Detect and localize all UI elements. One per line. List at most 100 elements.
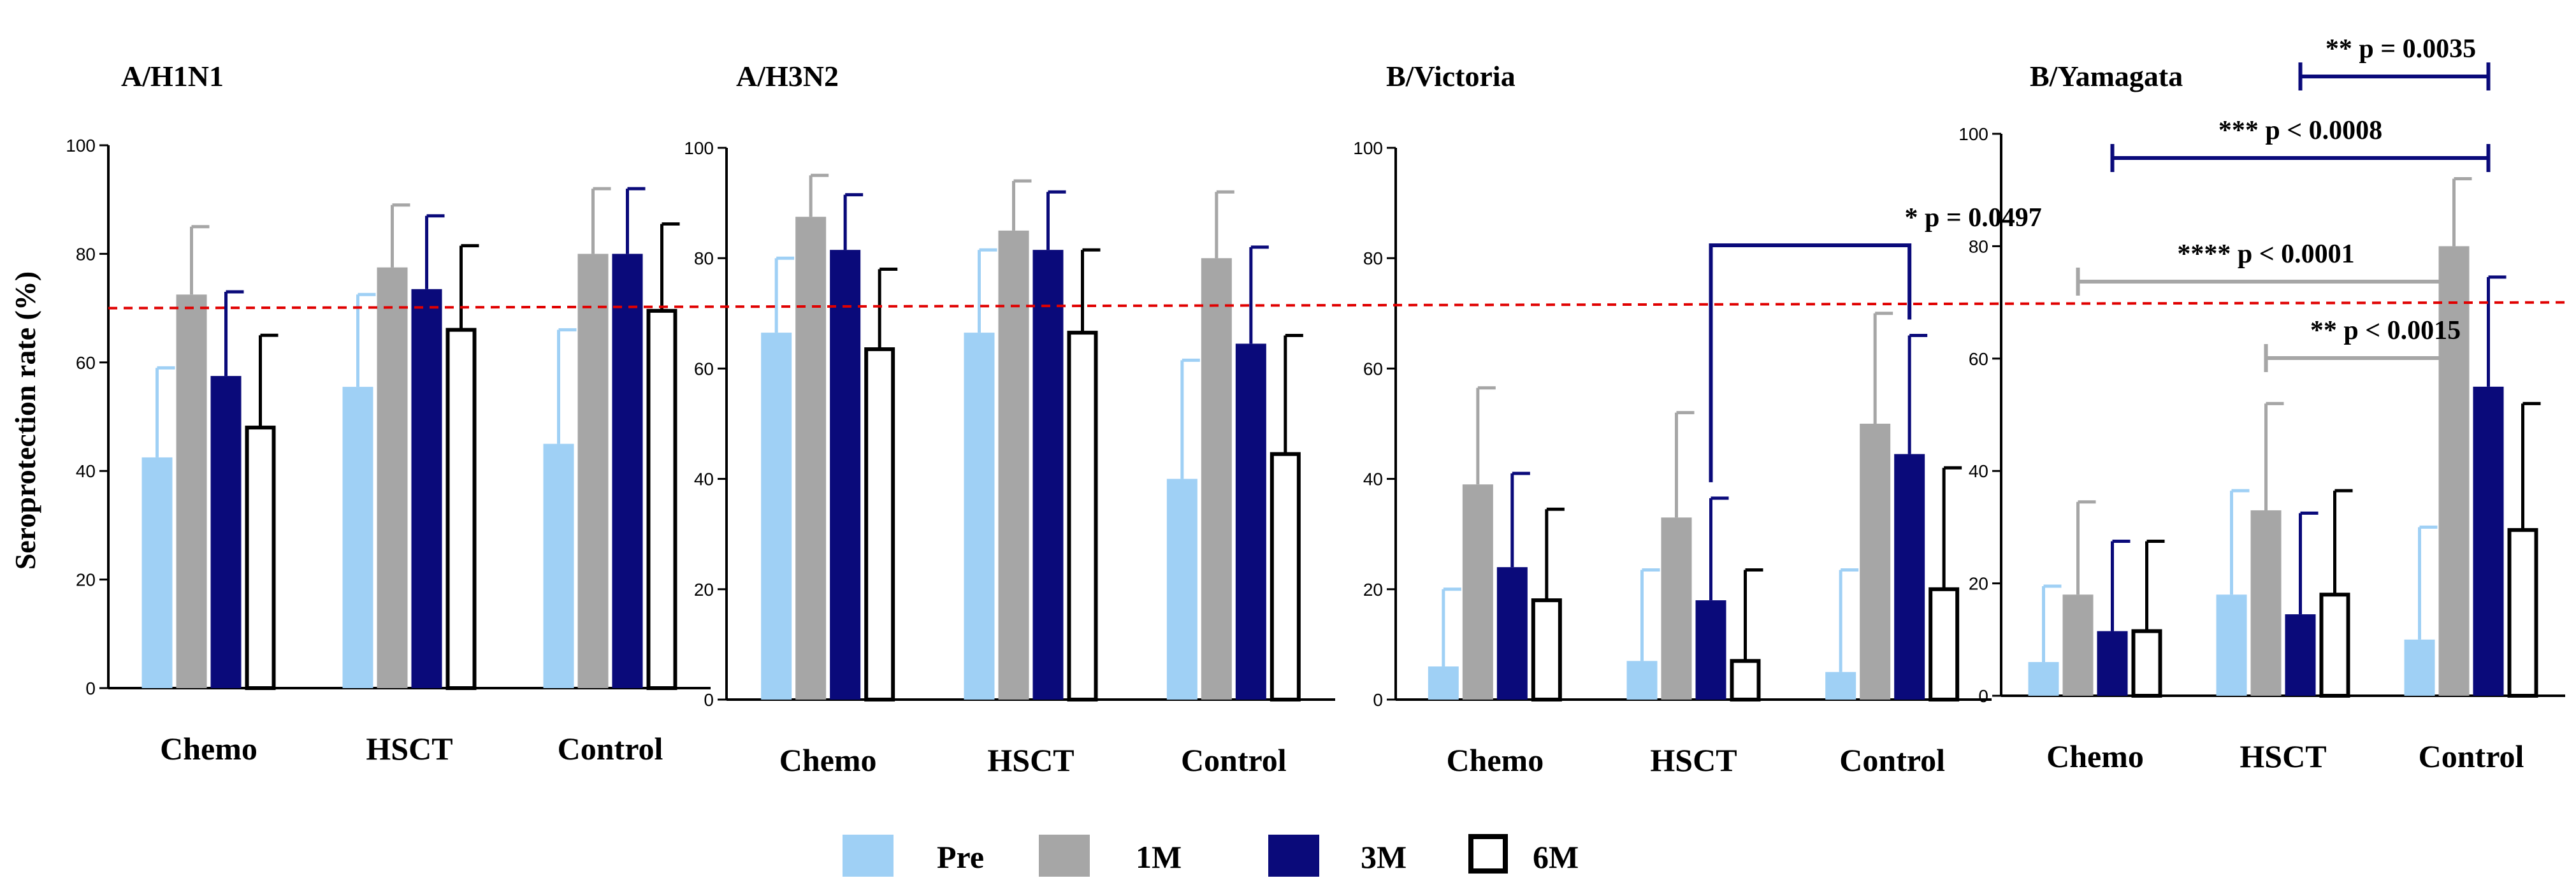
category-label-control: Control [1181,742,1287,778]
bar-control-pre [543,443,574,688]
bar-hsct-6m [445,327,477,690]
y-tick-label: 60 [1969,349,1988,369]
legend-label-6m: 6M [1533,839,1579,875]
y-tick-label: 60 [1363,359,1383,378]
legend-label-pre: Pre [937,839,984,875]
y-tick-label: 0 [85,679,96,698]
bar-control-1m [1860,424,1891,700]
bar-chemo-1m [795,217,827,700]
bar-control-pre [1825,672,1856,700]
category-label-hsct: HSCT [1650,742,1737,778]
y-tick-label: 20 [1363,580,1383,600]
bar-chemo-3m [2097,631,2128,696]
legend-swatch-3m [1268,835,1319,877]
bar-chemo-6m [1531,598,1562,701]
bar-chemo-3m [210,376,242,688]
bar-hsct-3m [1032,250,1064,700]
bar-chemo-1m [2062,594,2094,696]
bar-hsct-6m [2319,593,2350,698]
panel-b-yamagata: B/Yamagata 0 20 40 60 80 100 Chemo HSCT Control **… [1958,34,2565,774]
y-tick-label: 0 [1978,686,1988,706]
category-label-chemo: Chemo [160,731,257,766]
bar-control-1m [2438,246,2470,696]
panels: A/H1N1 0 20 40 60 80 100 Chemo HSCT Control A/H3N2… [66,34,2565,778]
bar-hsct-pre [2216,594,2247,696]
bar-hsct-1m [998,230,1029,700]
bar-hsct-6m [1730,659,1761,702]
category-label-chemo: Chemo [779,742,877,778]
y-tick-label: 80 [694,248,714,268]
y-tick-label: 100 [684,138,714,158]
panel-title: A/H1N1 [121,60,224,92]
bar-control-6m [1928,587,1960,701]
bar-control-6m [2507,528,2538,698]
bar-chemo-1m [176,294,207,688]
y-tick-label: 0 [1373,690,1383,710]
y-axis-label: Seroprotection rate (%) [9,271,41,570]
bar-chemo-pre [1428,666,1459,700]
bar-hsct-pre [1626,661,1658,700]
bar-control-6m [1270,452,1301,701]
legend-swatch-1m [1039,835,1090,877]
bar-chemo-pre [761,333,792,700]
bar-hsct-pre [964,333,995,700]
significance-label: * p = 0.0497 [1905,203,2042,233]
legend: Pre 1M 3M 6M [843,834,1579,877]
panel-title: B/Victoria [1386,60,1516,92]
bar-hsct-1m [1661,517,1692,700]
bar-hsct-3m [411,289,442,688]
y-tick-label: 100 [66,136,96,155]
bar-chemo-6m [245,426,276,690]
category-label-control: Control [1839,742,1945,778]
y-tick-label: 100 [1353,138,1383,158]
y-tick-label: 20 [1969,574,1988,594]
bar-chemo-pre [2028,662,2059,696]
y-tick-label: 40 [76,461,96,481]
legend-label-1m: 1M [1136,839,1182,875]
bar-control-3m [2473,386,2504,696]
significance-bracket [2264,344,2462,372]
panel-b-victoria: B/Victoria 0 20 40 60 80 100 Chemo HSCT Control * … [1353,60,2042,778]
bar-control-1m [577,254,609,688]
significance-bracket [2076,268,2462,296]
bar-chemo-1m [1462,484,1493,700]
legend-label-3m: 3M [1361,839,1407,875]
panel-a-h1n1: A/H1N1 0 20 40 60 80 100 Chemo HSCT Control [66,60,711,766]
panel-title: B/Yamagata [2030,60,2183,92]
panel-title: A/H3N2 [736,60,839,92]
legend-swatch-6m [1468,834,1508,874]
bar-control-6m [646,308,677,690]
legend-swatch-pre [843,835,894,877]
y-tick-label: 100 [1958,124,1988,144]
category-label-hsct: HSCT [366,731,452,766]
category-label-chemo: Chemo [1446,742,1544,778]
bar-control-3m [1235,343,1266,700]
bar-control-3m [1894,454,1925,700]
y-tick-label: 60 [76,353,96,373]
bar-hsct-6m [1067,331,1098,701]
threshold-line [108,301,2569,310]
y-tick-label: 80 [76,244,96,264]
significance-label: **** p < 0.0001 [2177,240,2354,269]
y-tick-label: 40 [1363,470,1383,489]
bar-hsct-3m [2285,614,2316,696]
significance-bracket [2298,62,2491,90]
significance-label: ** p = 0.0035 [2326,34,2476,64]
category-label-control: Control [2419,738,2524,774]
bar-hsct-1m [2250,510,2282,696]
y-tick-label: 0 [704,690,714,710]
y-tick-label: 20 [76,570,96,590]
significance-bracket [2110,144,2491,172]
category-label-control: Control [558,731,663,766]
significance-label: ** p < 0.0015 [2310,316,2461,345]
category-label-hsct: HSCT [987,742,1074,778]
bar-chemo-pre [141,457,173,688]
significance-label: *** p < 0.0008 [2218,116,2382,145]
significance-annotations: ** p = 0.0035 *** p < 0.0008 **** p < 0.00… [2076,34,2491,372]
significance-bracket [1709,243,1912,482]
y-tick-label: 40 [1969,461,1988,481]
y-tick-label: 60 [694,359,714,378]
bar-hsct-1m [377,267,408,688]
bar-control-1m [1201,258,1232,700]
